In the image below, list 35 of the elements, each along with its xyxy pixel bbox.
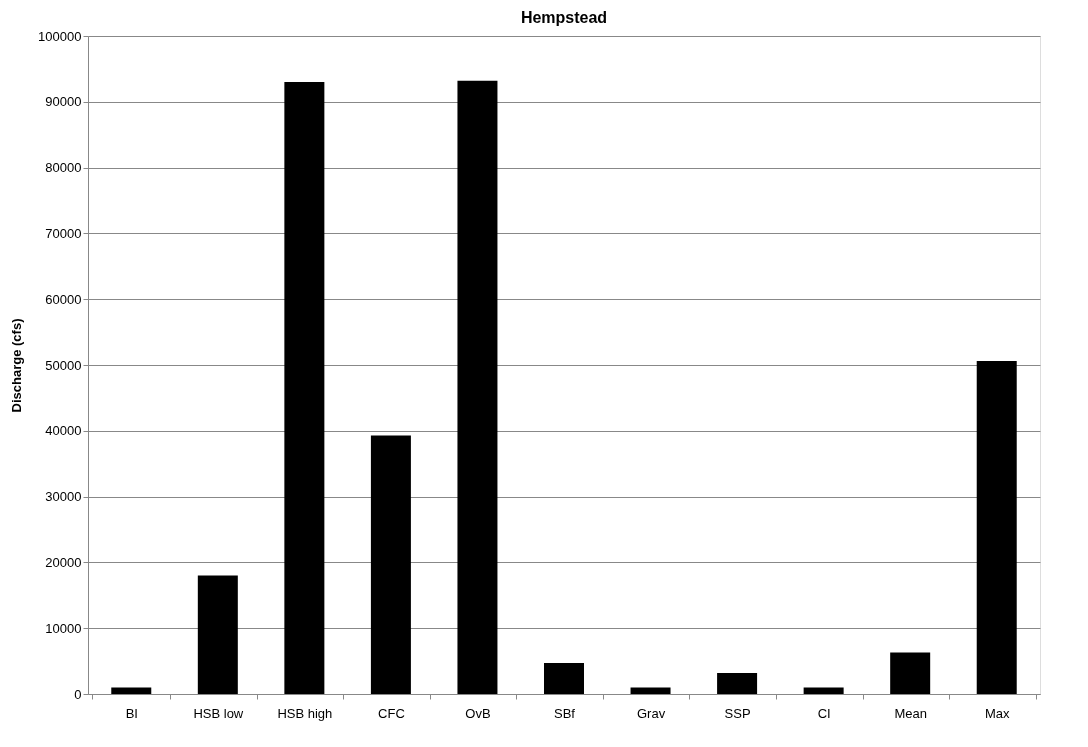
x-tick-label: CFC [378,705,405,721]
x-tick-label: HSB low [193,705,244,721]
bar [544,663,584,694]
y-tick-label: 90000 [45,94,82,110]
x-tick-label: HSB high [277,705,333,721]
y-tick-label: 40000 [45,423,82,439]
y-tick-label: 30000 [45,489,82,505]
bar [111,687,152,694]
x-tick-label: Max [984,705,1011,721]
y-tick-label: 0 [74,686,82,702]
y-tick-label: 10000 [45,620,82,636]
bar [803,687,844,694]
y-tick-label: 70000 [45,225,82,241]
y-tick-label: 100000 [38,28,82,44]
x-tick-label: OvB [465,705,491,721]
y-tick-label: 20000 [45,554,82,570]
y-tick-label: 50000 [45,357,82,373]
x-tick-label: SBf [554,705,576,721]
bar [976,361,1017,694]
chart-title: Hempstead [520,9,608,26]
x-tick-label: SSP [724,705,751,721]
bar [370,435,411,694]
y-axis-title: Discharge (cfs) [9,318,25,413]
bar [284,82,325,694]
x-tick-label: Grav [636,705,666,721]
x-tick-label: BI [125,705,138,721]
bar [457,80,498,694]
y-tick-label: 60000 [45,291,82,307]
x-tick-label: CI [817,705,831,721]
bar [890,652,931,694]
bar [717,672,758,694]
y-tick-label: 80000 [45,160,82,176]
bar [197,575,238,694]
bar [630,687,671,694]
x-tick-label: Mean [894,705,927,721]
